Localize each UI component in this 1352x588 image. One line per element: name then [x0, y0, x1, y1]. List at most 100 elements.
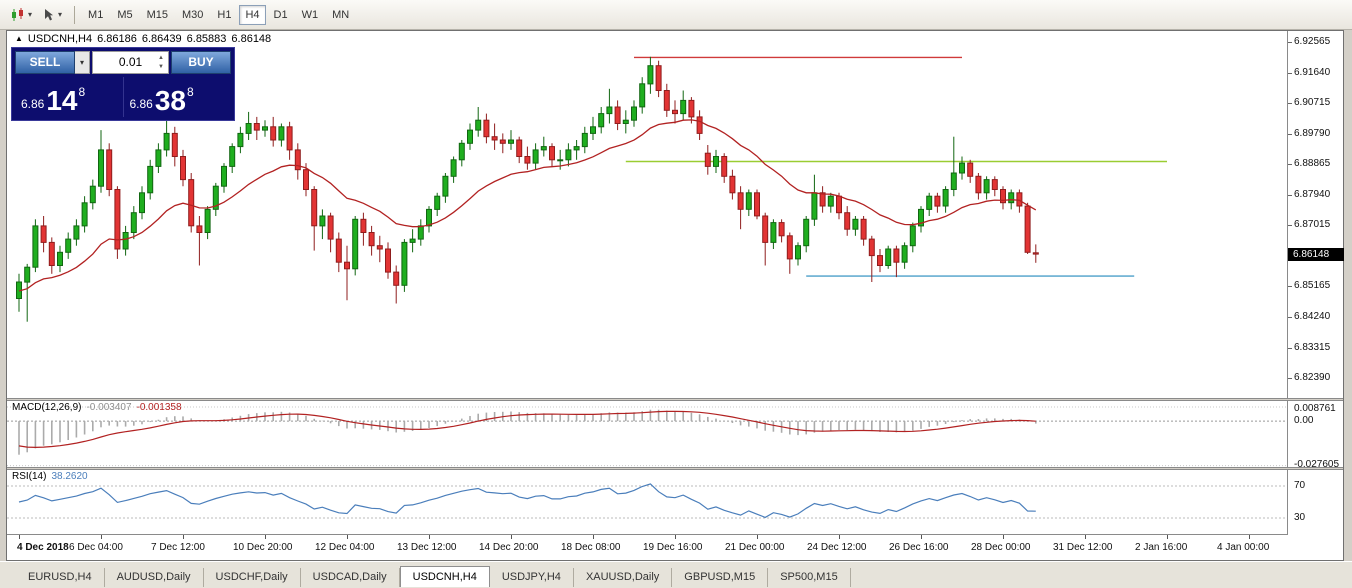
symbol-tab[interactable]: EURUSD,H4	[16, 568, 105, 587]
rsi-value: 38.2620	[51, 471, 88, 482]
sell-button[interactable]: SELL	[15, 51, 75, 74]
rsi-label: RSI(14) 38.2620	[12, 471, 88, 482]
ohlc-close: 6.86148	[231, 33, 272, 45]
price-tick	[1288, 195, 1292, 196]
time-axis-label: 19 Dec 16:00	[643, 542, 703, 553]
price-tick	[1288, 286, 1292, 287]
price-tick	[1288, 103, 1292, 104]
price-axis-label: 6.91640	[1294, 67, 1331, 78]
price-axis[interactable]: 6.92565 6.91640 6.90715 6.89790 6.88865 6.879…	[1287, 31, 1344, 534]
timeframe-button-m15[interactable]: M15	[146, 8, 168, 21]
time-axis-label: 28 Dec 00:00	[971, 542, 1031, 553]
volume-increase-button[interactable]: ▲	[158, 55, 164, 61]
time-axis-label: 21 Dec 00:00	[725, 542, 785, 553]
time-tick	[347, 535, 348, 539]
rsi-axis-label: 70	[1294, 480, 1306, 491]
macd-axis-label: -0.027605	[1294, 459, 1340, 470]
time-axis[interactable]: 4 Dec 2018 6 Dec 04:00 7 Dec 12:00 10 Dec 2…	[7, 534, 1288, 560]
chevron-down-icon: ▾	[28, 10, 33, 19]
macd-axis-label: 0.00	[1294, 415, 1314, 426]
symbol-tab[interactable]: USDCHF,Daily	[204, 568, 301, 587]
time-tick	[1249, 535, 1250, 539]
price-tick	[1288, 378, 1292, 379]
volume-value: 0.01	[118, 55, 143, 69]
time-tick	[101, 535, 102, 539]
sell-price-display[interactable]: 6.86 14 8	[15, 77, 124, 117]
sell-price-sup: 8	[78, 85, 86, 99]
volume-input[interactable]: 0.01 ▲ ▼	[92, 51, 169, 74]
one-click-trading-panel: SELL ▾ 0.01 ▲ ▼ BUY 6.86 14 8 6.86 38	[11, 47, 235, 121]
price-tick	[1288, 164, 1292, 165]
time-tick	[265, 535, 266, 539]
macd-signal-value: -0.001358	[136, 402, 182, 413]
time-axis-label: 26 Dec 16:00	[889, 542, 949, 553]
time-tick	[1085, 535, 1086, 539]
time-tick	[593, 535, 594, 539]
price-axis-label: 6.87940	[1294, 189, 1331, 200]
timeframe-button-m1[interactable]: M1	[88, 8, 104, 21]
ohlc-open: 6.86186	[97, 33, 137, 45]
current-price-badge: 6.86148	[1288, 248, 1344, 261]
symbol-tab-group: EURUSD,H4 AUDUSD,Daily USDCHF,Daily USDCAD,…	[16, 566, 851, 588]
time-axis-label: 7 Dec 12:00	[151, 542, 205, 553]
price-axis-label: 6.88865	[1294, 158, 1331, 169]
cursor-tool-button[interactable]: ▾	[38, 4, 66, 26]
chart-type-button[interactable]: ▾	[6, 4, 36, 26]
timeframe-button-d1[interactable]: D1	[273, 8, 288, 21]
price-tick	[1288, 348, 1292, 349]
time-axis-label: 4 Jan 00:00	[1217, 542, 1270, 553]
price-axis-label: 6.83315	[1294, 342, 1331, 353]
symbol-tab[interactable]: USDCNH,H4	[399, 566, 490, 587]
rsi-panel[interactable]: RSI(14) 38.2620	[7, 470, 1287, 534]
time-tick	[511, 535, 512, 539]
time-axis-label: 4 Dec 2018	[17, 542, 69, 553]
symbol-tab[interactable]: AUDUSD,Daily	[105, 568, 204, 587]
timeframe-button-h1[interactable]: H1	[217, 8, 232, 21]
volume-decrease-button[interactable]: ▼	[158, 64, 164, 70]
timeframe-button-h4[interactable]: H4	[239, 4, 266, 25]
main-chart-area[interactable]: ▲ USDCNH,H4 6.86186 6.86439 6.85883 6.86148 S…	[7, 31, 1287, 398]
time-tick	[921, 535, 922, 539]
timeframe-button-w1[interactable]: W1	[301, 8, 319, 21]
timeframe-button-mn[interactable]: MN	[332, 8, 350, 21]
symbol-tabs-bar: EURUSD,H4 AUDUSD,Daily USDCHF,Daily USDCAD,…	[0, 561, 1352, 588]
time-tick	[757, 535, 758, 539]
timeframe-button-m5[interactable]: M5	[117, 8, 133, 21]
symbol-tab[interactable]: SP500,M15	[768, 568, 851, 587]
symbol-tab[interactable]: USDCAD,Daily	[301, 568, 400, 587]
symbol-tab[interactable]: GBPUSD,M15	[672, 568, 769, 587]
rsi-axis-label: 30	[1294, 512, 1306, 523]
time-axis-label: 13 Dec 12:00	[397, 542, 457, 553]
time-tick	[1167, 535, 1168, 539]
price-axis-label: 6.85165	[1294, 280, 1331, 291]
symbol-marker-icon: ▲	[15, 34, 23, 43]
macd-panel[interactable]: MACD(12,26,9) -0.003407 -0.001358	[7, 401, 1287, 467]
buy-button[interactable]: BUY	[171, 51, 231, 74]
price-axis-label: 6.87015	[1294, 219, 1331, 230]
macd-canvas[interactable]	[7, 401, 1287, 467]
toolbar-separator	[74, 5, 76, 24]
time-tick	[839, 535, 840, 539]
macd-axis-label: 0.008761	[1294, 403, 1336, 414]
time-axis-label: 6 Dec 04:00	[69, 542, 123, 553]
panel-divider[interactable]	[7, 398, 1343, 401]
panel-divider[interactable]	[7, 467, 1343, 470]
top-toolbar: ▾ ▾ M1 M5 M15 M30 H1 H4 D1 W1 MN	[0, 0, 1352, 30]
symbol-tab[interactable]: USDJPY,H4	[490, 568, 574, 587]
price-axis-label: 6.90715	[1294, 97, 1331, 108]
buy-price-display[interactable]: 6.86 38 8	[124, 77, 232, 117]
order-options-button[interactable]: ▾	[75, 51, 90, 74]
price-axis-label: 6.92565	[1294, 36, 1331, 47]
candlestick-chart[interactable]	[7, 31, 1287, 398]
rsi-canvas[interactable]	[7, 470, 1287, 534]
chart-ohlc-header: ▲ USDCNH,H4 6.86186 6.86439 6.85883 6.86148	[15, 33, 276, 45]
time-tick	[19, 535, 20, 539]
rsi-name: RSI(14)	[12, 471, 47, 482]
buy-price-sup: 8	[187, 85, 194, 99]
macd-main-value: -0.003407	[86, 402, 132, 413]
ohlc-high: 6.86439	[141, 33, 182, 45]
timeframe-button-m30[interactable]: M30	[182, 8, 204, 21]
symbol-tab[interactable]: XAUUSD,Daily	[574, 568, 673, 587]
time-axis-label: 18 Dec 08:00	[561, 542, 621, 553]
time-axis-label: 2 Jan 16:00	[1135, 542, 1188, 553]
